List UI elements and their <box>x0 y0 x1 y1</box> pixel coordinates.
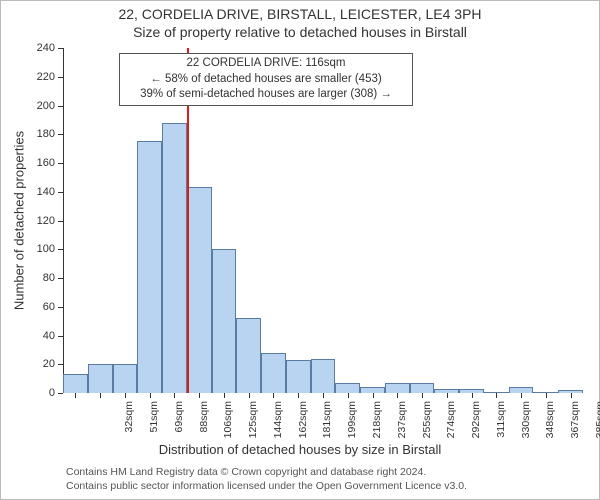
xtick-mark <box>472 393 473 398</box>
ytick-label: 0 <box>25 387 55 399</box>
xtick-mark <box>224 393 225 398</box>
page-title-2: Size of property relative to detached ho… <box>0 24 600 40</box>
annotation-box: 22 CORDELIA DRIVE: 116sqm ← 58% of detac… <box>119 53 413 106</box>
ytick-label: 100 <box>25 243 55 255</box>
x-axis-title: Distribution of detached houses by size … <box>0 442 600 457</box>
ytick-mark <box>58 249 63 250</box>
histogram-bar <box>162 123 187 393</box>
xtick-mark <box>298 393 299 398</box>
ytick-mark <box>58 393 63 394</box>
ytick-label: 200 <box>25 100 55 112</box>
xtick-mark <box>150 393 151 398</box>
histogram-bar <box>187 187 212 393</box>
xtick-mark <box>273 393 274 398</box>
annotation-line-2: ← 58% of detached houses are smaller (45… <box>126 72 406 88</box>
xtick-mark <box>373 393 374 398</box>
histogram-bar <box>410 383 435 393</box>
xtick-mark <box>447 393 448 398</box>
xtick-mark <box>348 393 349 398</box>
ytick-mark <box>58 134 63 135</box>
ytick-label: 160 <box>25 157 55 169</box>
footer-line-2: Contains public sector information licen… <box>66 480 467 494</box>
histogram-bar <box>335 383 360 393</box>
ytick-mark <box>58 336 63 337</box>
ytick-label: 140 <box>25 186 55 198</box>
annotation-line-3: 39% of semi-detached houses are larger (… <box>126 87 406 103</box>
ytick-mark <box>58 307 63 308</box>
xtick-mark <box>125 393 126 398</box>
xtick-mark <box>100 393 101 398</box>
xtick-mark <box>75 393 76 398</box>
page-title-1: 22, CORDELIA DRIVE, BIRSTALL, LEICESTER,… <box>0 6 600 22</box>
ytick-mark <box>58 48 63 49</box>
histogram-bar <box>88 364 113 393</box>
histogram-bar <box>63 374 88 393</box>
annotation-line-1: 22 CORDELIA DRIVE: 116sqm <box>126 56 406 72</box>
ytick-mark <box>58 106 63 107</box>
histogram-bar <box>212 249 237 393</box>
ytick-mark <box>58 192 63 193</box>
histogram-bar <box>113 364 138 393</box>
y-axis-line <box>63 48 64 393</box>
ytick-mark <box>58 364 63 365</box>
xtick-mark <box>571 393 572 398</box>
histogram-bar <box>385 383 410 393</box>
y-axis-title: Number of detached properties <box>12 90 27 350</box>
ytick-mark <box>58 221 63 222</box>
ytick-label: 60 <box>25 301 55 313</box>
ytick-label: 120 <box>25 215 55 227</box>
ytick-mark <box>58 163 63 164</box>
chart-container: { "title1": "22, CORDELIA DRIVE, BIRSTAL… <box>0 0 600 500</box>
xtick-mark <box>546 393 547 398</box>
xtick-mark <box>323 393 324 398</box>
xtick-mark <box>174 393 175 398</box>
histogram-bar <box>236 318 261 393</box>
ytick-label: 240 <box>25 42 55 54</box>
footer-line-1: Contains HM Land Registry data © Crown c… <box>66 466 467 480</box>
xtick-mark <box>521 393 522 398</box>
xtick-mark <box>199 393 200 398</box>
histogram-bar <box>137 141 162 393</box>
histogram-bar <box>261 353 286 393</box>
footer-attribution: Contains HM Land Registry data © Crown c… <box>66 466 467 493</box>
histogram-bar <box>286 360 311 393</box>
ytick-label: 20 <box>25 358 55 370</box>
xtick-mark <box>422 393 423 398</box>
ytick-label: 40 <box>25 330 55 342</box>
ytick-mark <box>58 278 63 279</box>
ytick-mark <box>58 77 63 78</box>
histogram-bar <box>311 359 336 394</box>
xtick-mark <box>496 393 497 398</box>
ytick-label: 80 <box>25 272 55 284</box>
xtick-mark <box>249 393 250 398</box>
xtick-mark <box>397 393 398 398</box>
ytick-label: 180 <box>25 128 55 140</box>
ytick-label: 220 <box>25 71 55 83</box>
